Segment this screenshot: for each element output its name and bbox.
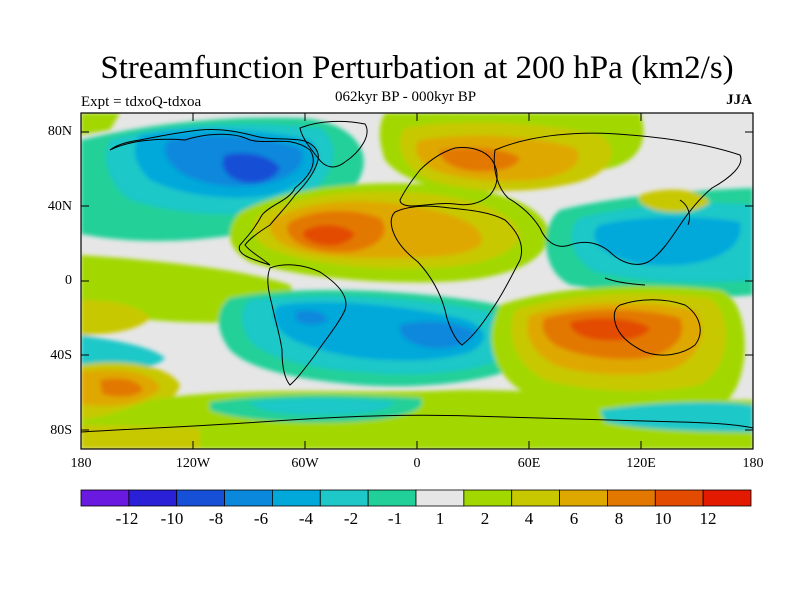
colorbar-box [367, 489, 417, 507]
field-region [570, 318, 650, 341]
field-region [222, 153, 280, 183]
lon-tick-label: 60W [291, 456, 319, 471]
colorbar-box [224, 489, 273, 507]
coastline-north-america [109, 129, 319, 266]
coastline-antarctica [81, 414, 753, 433]
colorbar-box [702, 489, 752, 507]
field-region [100, 378, 143, 397]
lat-tick-label: 80N [47, 124, 72, 139]
colorbar-box [607, 489, 656, 507]
streamfunction-field [81, 113, 753, 449]
colorbar-label: 2 [480, 509, 490, 528]
experiment-label: Expt = tdxoQ-tdxoa [81, 94, 202, 110]
field-region [638, 189, 710, 213]
colorbar-label: 4 [524, 509, 534, 528]
tick-marks [81, 113, 753, 449]
field-region [303, 225, 355, 246]
period-label: 062kyr BP - 000kyr BP [335, 89, 477, 105]
plot-title: Streamfunction Perturbation at 200 hPa (… [100, 50, 734, 86]
colorbar-label: -10 [160, 509, 184, 528]
field-region [81, 300, 150, 335]
colorbar-label: -12 [115, 509, 139, 528]
lat-tick-label: 80S [50, 423, 72, 438]
lon-tick-label: 120W [175, 456, 211, 471]
field-region [81, 113, 120, 135]
colorbar-label: -6 [253, 509, 269, 528]
colorbar-label: -4 [298, 509, 314, 528]
coastline-japan [679, 199, 691, 226]
colorbar-box [80, 489, 130, 507]
coastline-indonesia [604, 277, 646, 286]
field-region [81, 335, 165, 371]
colorbar-box [415, 489, 465, 507]
lon-tick-label: 120E [626, 456, 656, 471]
field-region [250, 398, 395, 416]
colorbar-label: -8 [208, 509, 224, 528]
colorbar-box [463, 489, 513, 507]
colorbar-label: -1 [387, 509, 403, 528]
colorbar-box [176, 489, 225, 507]
colorbar-label: 12 [699, 509, 717, 528]
colorbar-box [319, 489, 369, 507]
field-region [594, 217, 741, 266]
lon-tick-label: 60E [517, 456, 541, 471]
colorbar-label: 6 [569, 509, 579, 528]
colorbar [80, 489, 752, 507]
colorbar-box [559, 489, 608, 507]
coastline-australia [613, 299, 701, 356]
lon-tick-label: 0 [413, 456, 421, 471]
lon-tick-label: 180 [742, 456, 764, 471]
field-region [600, 402, 753, 432]
colorbar-label: -2 [343, 509, 359, 528]
colorbar-label: 8 [614, 509, 624, 528]
lon-tick-label: 180 [70, 456, 92, 471]
lat-tick-label: 40S [50, 348, 72, 363]
colorbar-box [511, 489, 560, 507]
lat-tick-label: 40N [47, 199, 72, 214]
coastline-greenland [299, 120, 368, 168]
colorbar-label: 10 [654, 509, 672, 528]
field-region [81, 425, 200, 449]
field-region [295, 310, 328, 325]
coastlines [81, 120, 753, 433]
colorbar-box [128, 489, 178, 507]
season-label: JJA [726, 92, 752, 108]
coastline-asia [493, 132, 742, 265]
coastline-south-america [267, 264, 347, 386]
field-region [439, 147, 520, 172]
lat-tick-label: 0 [65, 273, 72, 288]
colorbar-box [272, 489, 321, 507]
colorbar-box [654, 489, 704, 507]
field-region [399, 321, 475, 349]
colorbar-label: 1 [435, 509, 445, 528]
coastline-africa [390, 205, 523, 346]
